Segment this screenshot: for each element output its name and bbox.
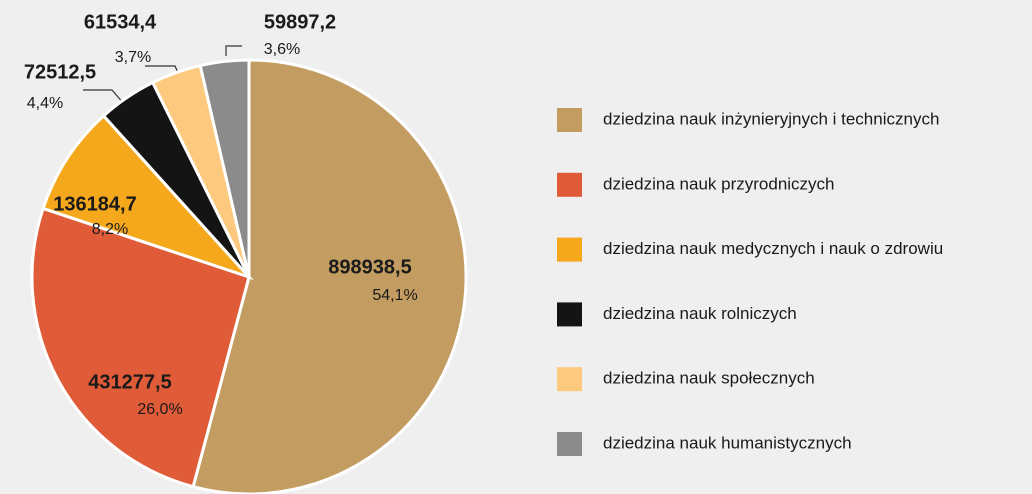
pie-slice [30,206,251,489]
value-label: 898938,5 [328,256,411,278]
legend-label: dziedzina nauk przyrodniczych [603,174,835,193]
leader-line [83,89,125,105]
legend-label: dziedzina nauk humanistycznych [603,433,852,452]
leader-line [225,45,242,56]
value-label: 61534,4 [84,11,157,33]
legend-swatch [557,302,582,327]
pie-slice [191,58,468,494]
legend-swatch [557,432,582,456]
value-label: 59897,2 [264,11,336,33]
legend-swatch [557,367,582,392]
pie-slice [41,113,254,281]
pie-slice [198,58,251,278]
percent-label: 4,4% [27,95,63,112]
percent-label: 3,7% [115,49,151,66]
legend-swatch [557,237,582,262]
legend-label: dziedzina nauk medycznych i nauk o zdrow… [603,239,943,258]
percent-label: 3,6% [264,41,300,58]
percent-label: 8,2% [92,221,128,238]
legend-swatch [557,108,582,132]
legend-label: dziedzina nauk inżynieryjnych i technicz… [603,109,939,128]
percent-label: 54,1% [372,287,417,304]
percent-label: 26,0% [137,401,182,418]
value-label: 431277,5 [88,371,171,393]
legend-swatch [557,172,582,197]
value-label: 72512,5 [24,61,96,83]
legend-label: dziedzina nauk rolniczych [603,304,797,323]
legend-label: dziedzina nauk społecznych [603,369,815,388]
value-label: 136184,7 [53,193,136,215]
